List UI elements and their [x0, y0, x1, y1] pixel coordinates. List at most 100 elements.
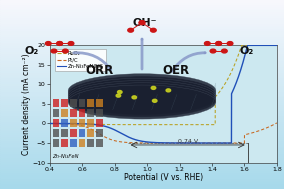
Bar — [0, 108, 284, 110]
Bar — [0, 40, 284, 42]
Bar — [0, 30, 284, 32]
FancyArrowPatch shape — [74, 53, 111, 70]
Bar — [53, 119, 59, 127]
Bar — [0, 146, 284, 147]
Bar — [0, 25, 284, 26]
Bar — [0, 23, 284, 25]
Bar — [0, 115, 284, 117]
Bar — [0, 11, 284, 13]
Text: O₂: O₂ — [240, 46, 254, 56]
Bar — [0, 64, 284, 66]
Circle shape — [216, 42, 222, 45]
Bar — [0, 17, 284, 19]
Bar — [0, 6, 284, 8]
FancyArrowPatch shape — [172, 53, 205, 71]
Bar — [0, 59, 284, 60]
Bar — [0, 96, 284, 98]
Bar — [0, 87, 284, 89]
Bar — [53, 99, 59, 107]
Bar — [0, 161, 284, 163]
Text: 0.74 V: 0.74 V — [178, 139, 198, 144]
Bar — [0, 72, 284, 74]
Ellipse shape — [68, 78, 216, 112]
Bar — [0, 157, 284, 159]
Bar — [61, 129, 68, 137]
Text: Zn-Ni₃FeN: Zn-Ni₃FeN — [52, 154, 79, 159]
Text: O₂: O₂ — [24, 46, 38, 56]
Circle shape — [210, 49, 216, 53]
Bar — [0, 166, 284, 168]
Bar — [0, 144, 284, 146]
Bar — [53, 109, 59, 117]
Bar — [0, 85, 284, 87]
Bar — [0, 102, 284, 104]
Bar — [70, 99, 77, 107]
Bar — [0, 164, 284, 166]
Bar — [0, 151, 284, 153]
Bar — [0, 13, 284, 15]
Bar — [0, 42, 284, 43]
Bar — [0, 185, 284, 187]
Bar — [79, 109, 85, 117]
Bar — [0, 129, 284, 130]
Bar — [87, 109, 94, 117]
Bar — [0, 130, 284, 132]
Bar — [0, 91, 284, 93]
Bar — [0, 180, 284, 181]
Circle shape — [204, 42, 210, 45]
Bar — [0, 0, 284, 2]
Bar — [0, 106, 284, 108]
Bar — [0, 47, 284, 49]
Bar — [0, 15, 284, 17]
Bar — [79, 119, 85, 127]
Bar — [0, 104, 284, 106]
Bar — [53, 139, 59, 147]
Text: ORR: ORR — [85, 64, 114, 77]
Circle shape — [216, 42, 222, 45]
Bar — [70, 119, 77, 127]
Ellipse shape — [68, 83, 216, 117]
Bar — [0, 51, 284, 53]
X-axis label: Potential (V vs. RHE): Potential (V vs. RHE) — [124, 173, 203, 182]
Circle shape — [139, 21, 145, 25]
Bar — [0, 74, 284, 76]
Bar — [0, 123, 284, 125]
Circle shape — [57, 42, 62, 45]
Ellipse shape — [68, 74, 216, 108]
Bar — [0, 28, 284, 30]
Bar — [87, 129, 94, 137]
Bar — [0, 159, 284, 161]
Circle shape — [128, 28, 133, 32]
Legend: RuO₂, Pt/C, Zn-Ni₃FeN/NG: RuO₂, Pt/C, Zn-Ni₃FeN/NG — [55, 49, 106, 71]
Bar — [0, 9, 284, 11]
Bar — [0, 149, 284, 151]
Bar — [0, 113, 284, 115]
Circle shape — [132, 96, 137, 99]
Bar — [96, 119, 103, 127]
Bar — [70, 139, 77, 147]
Bar — [0, 168, 284, 170]
Bar — [87, 139, 94, 147]
Circle shape — [166, 89, 171, 92]
Bar — [96, 139, 103, 147]
Circle shape — [57, 42, 62, 45]
Bar — [0, 132, 284, 134]
Bar — [96, 129, 103, 137]
Bar — [96, 99, 103, 107]
Circle shape — [62, 49, 68, 53]
Bar — [0, 170, 284, 172]
Bar — [0, 43, 284, 45]
Bar — [0, 62, 284, 64]
Bar — [0, 174, 284, 176]
Bar — [96, 109, 103, 117]
Bar — [0, 172, 284, 174]
Bar — [0, 89, 284, 91]
Circle shape — [151, 86, 156, 89]
Bar — [0, 147, 284, 149]
Circle shape — [118, 91, 122, 94]
Circle shape — [45, 42, 51, 45]
Bar — [0, 178, 284, 180]
Circle shape — [222, 49, 227, 53]
Bar — [0, 181, 284, 183]
Text: OH⁻: OH⁻ — [133, 18, 157, 28]
